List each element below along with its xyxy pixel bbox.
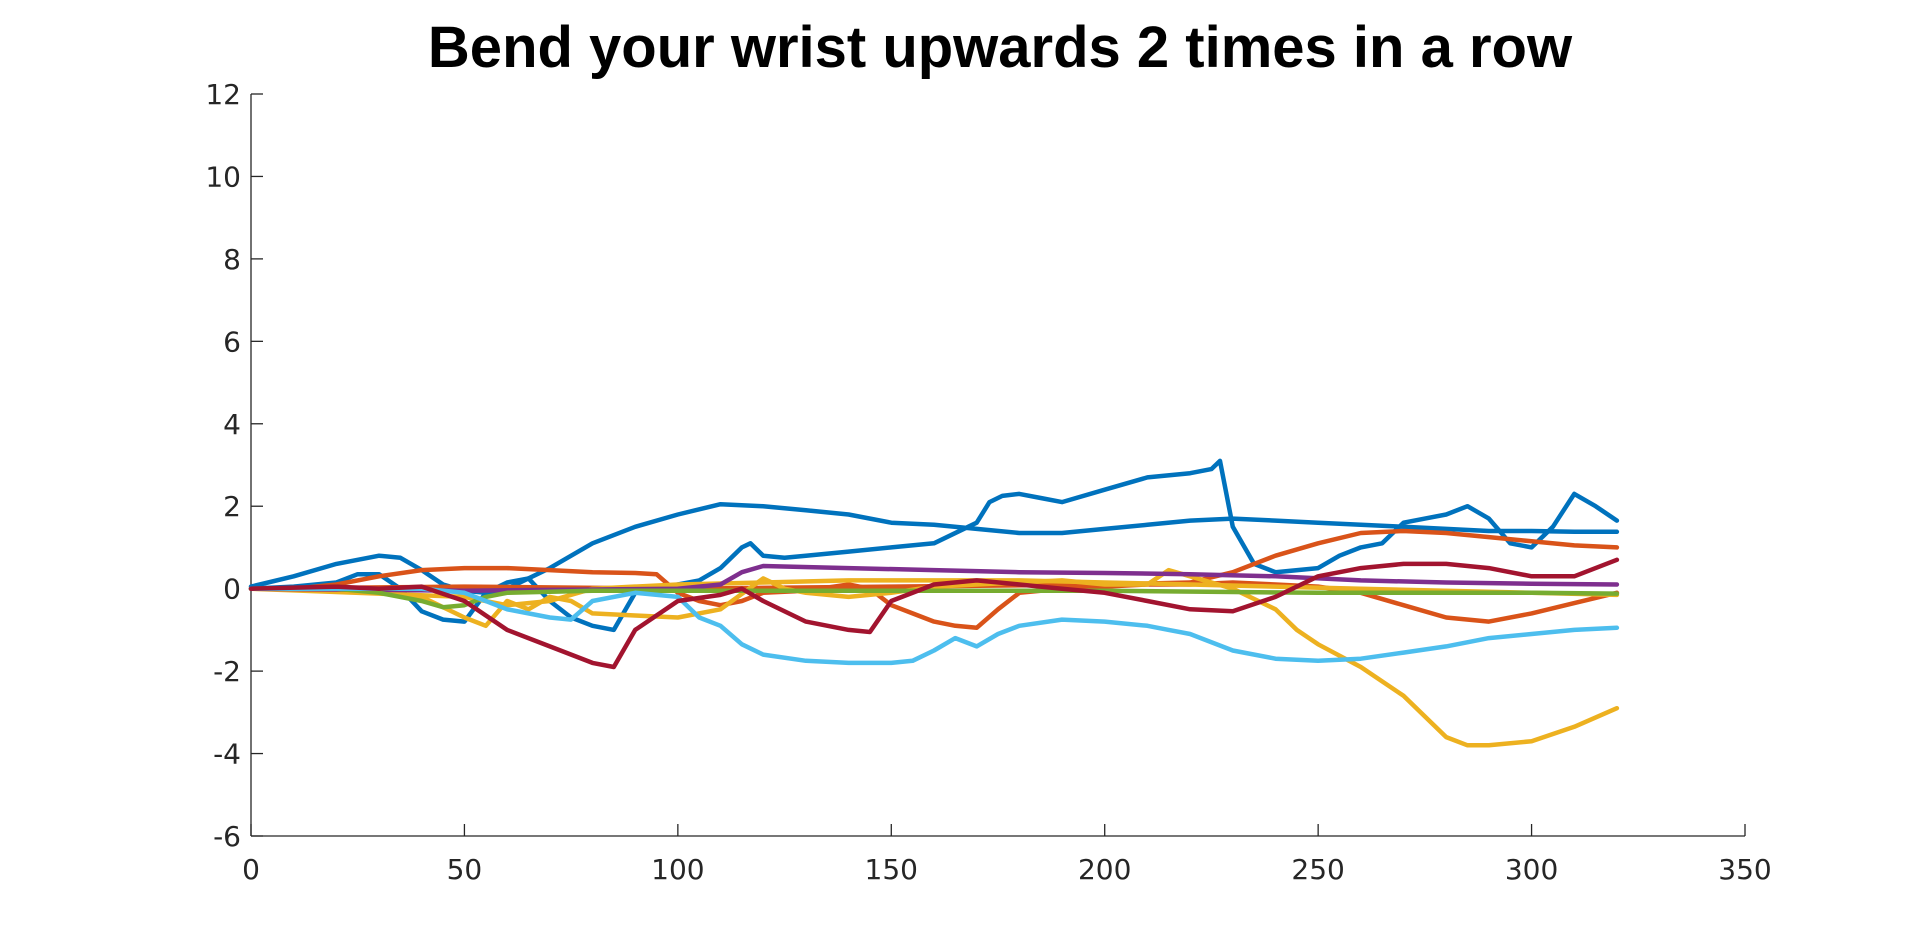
x-tick-label: 0	[242, 853, 260, 886]
x-tick-label: 250	[1291, 853, 1344, 886]
y-tick-label: 6	[223, 325, 241, 358]
series-line-7	[248, 563, 1620, 593]
y-tick-label: -4	[213, 738, 241, 771]
y-tick-label: 12	[205, 78, 241, 111]
series-line-1	[248, 501, 1620, 596]
chart-title: Bend your wrist upwards 2 times in a row	[428, 15, 1573, 80]
y-tick-label: 4	[223, 408, 241, 441]
y-tick-label: -6	[213, 820, 241, 853]
y-tick-label: -2	[213, 655, 241, 688]
series-group	[248, 458, 1620, 748]
series-line-9	[248, 586, 1620, 666]
y-tick-label: 10	[205, 160, 241, 193]
x-tick-label: 350	[1718, 853, 1771, 886]
x-tick-label: 200	[1078, 853, 1131, 886]
series-line-10	[248, 557, 1620, 670]
x-tick-label: 100	[651, 853, 704, 886]
x-tick-label: 300	[1505, 853, 1558, 886]
axes: 0 50 100 150 200 250 300 350 -6 -4 -2 0 2 4 6 8 10 12	[205, 78, 1771, 886]
y-tick-label: 2	[223, 490, 241, 523]
y-tick-label: 8	[223, 243, 241, 276]
series-line-6	[248, 578, 1620, 608]
x-tick-label: 50	[447, 853, 483, 886]
series-line-8	[248, 586, 1620, 610]
y-tick-label: 0	[223, 573, 241, 606]
x-tick-label: 150	[865, 853, 918, 886]
